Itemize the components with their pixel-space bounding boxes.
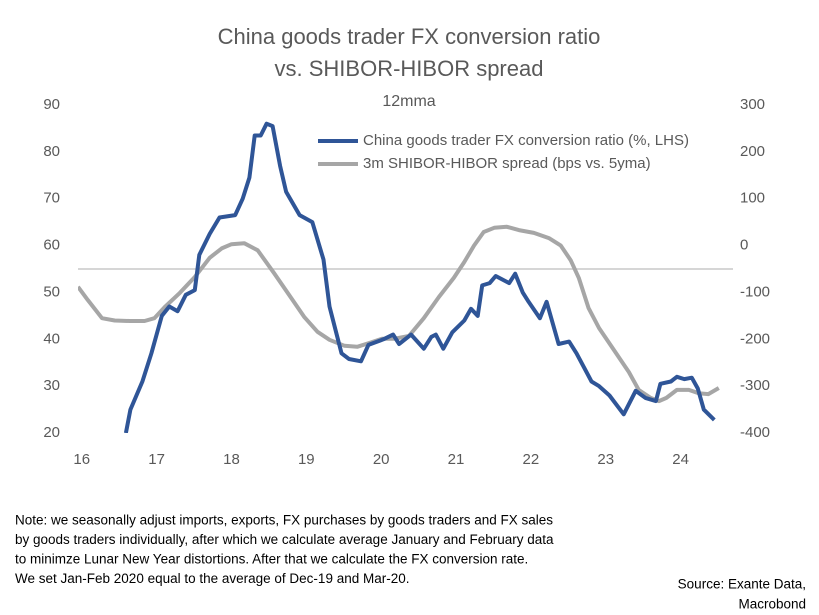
x-tick-label: 18	[223, 451, 240, 468]
source: Source: Exante Data,	[678, 577, 806, 592]
series-line	[123, 121, 716, 433]
chart-subtitle: 12mma	[382, 93, 435, 110]
y2-tick-label: -400	[740, 424, 770, 441]
y2-tick-label: -100	[740, 283, 770, 300]
y-tick-label: 50	[43, 283, 60, 300]
source: Macrobond	[738, 597, 806, 612]
y-tick-label: 80	[43, 143, 60, 160]
x-tick-label: 16	[73, 451, 90, 468]
x-tick-label: 21	[448, 451, 465, 468]
note: by goods traders individually, after whi…	[15, 532, 554, 547]
y-tick-label: 60	[43, 237, 60, 254]
y-tick-label: 30	[43, 377, 60, 394]
note: We set Jan-Feb 2020 equal to the average…	[15, 571, 410, 586]
y2-tick-label: -200	[740, 330, 770, 347]
note: Note: we seasonally adjust imports, expo…	[15, 513, 553, 528]
x-tick-label: 23	[597, 451, 614, 468]
y2-tick-label: 100	[740, 190, 765, 207]
x-tick-label: 19	[298, 451, 315, 468]
chart-title: China goods trader FX conversion ratio	[218, 24, 601, 49]
legend-label: 3m SHIBOR-HIBOR spread (bps vs. 5yma)	[363, 155, 651, 172]
y2-tick-label: 300	[740, 96, 765, 113]
x-tick-label: 20	[373, 451, 390, 468]
y2-tick-label: 200	[740, 143, 765, 160]
x-tick-label: 17	[148, 451, 165, 468]
series-line	[78, 224, 720, 404]
y-tick-label: 20	[43, 424, 60, 441]
y-tick-label: 40	[43, 330, 60, 347]
y2-tick-label: 0	[740, 237, 748, 254]
y2-tick-label: -300	[740, 377, 770, 394]
y-tick-label: 90	[43, 96, 60, 113]
y-tick-label: 70	[43, 190, 60, 207]
legend-label: China goods trader FX conversion ratio (…	[363, 132, 689, 149]
x-tick-label: 22	[523, 451, 540, 468]
x-tick-label: 24	[672, 451, 689, 468]
note: to minimze Lunar New Year distortions. A…	[15, 552, 528, 567]
chart-title: vs. SHIBOR-HIBOR spread	[275, 56, 544, 81]
